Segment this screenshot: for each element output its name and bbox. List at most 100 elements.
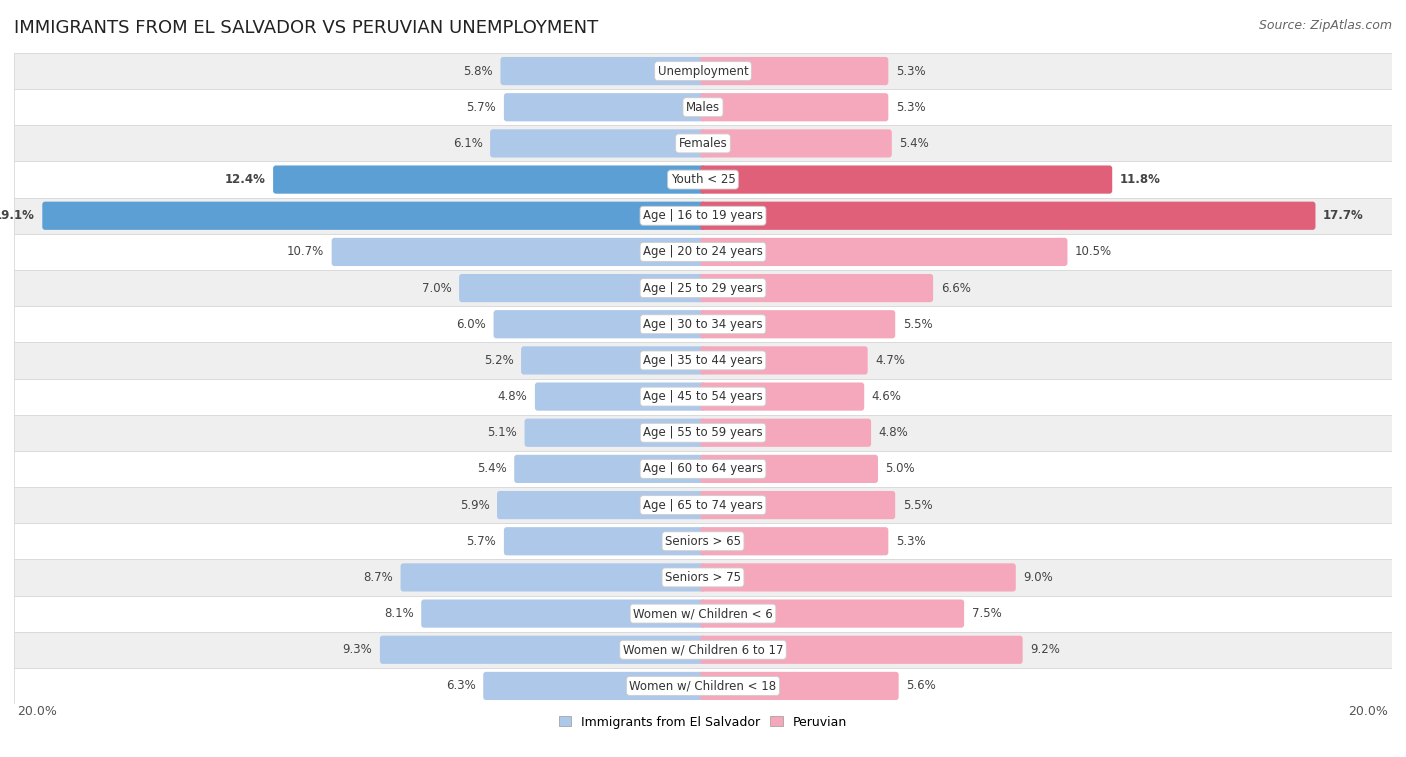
FancyBboxPatch shape: [700, 310, 896, 338]
Bar: [14, 415, 1392, 451]
Text: 7.5%: 7.5%: [972, 607, 1001, 620]
FancyBboxPatch shape: [42, 201, 706, 230]
FancyBboxPatch shape: [515, 455, 706, 483]
Text: 5.8%: 5.8%: [463, 64, 494, 77]
Text: 5.7%: 5.7%: [467, 101, 496, 114]
Text: 6.0%: 6.0%: [456, 318, 486, 331]
Text: 12.4%: 12.4%: [225, 173, 266, 186]
FancyBboxPatch shape: [496, 491, 706, 519]
FancyBboxPatch shape: [524, 419, 706, 447]
FancyBboxPatch shape: [501, 57, 706, 86]
Text: 20.0%: 20.0%: [17, 705, 58, 718]
Bar: [14, 306, 1392, 342]
FancyBboxPatch shape: [332, 238, 706, 266]
Bar: [14, 451, 1392, 487]
Bar: [14, 161, 1392, 198]
FancyBboxPatch shape: [700, 382, 865, 411]
Legend: Immigrants from El Salvador, Peruvian: Immigrants from El Salvador, Peruvian: [554, 711, 852, 734]
Text: 17.7%: 17.7%: [1323, 209, 1364, 223]
FancyBboxPatch shape: [534, 382, 706, 411]
Text: 5.4%: 5.4%: [477, 463, 506, 475]
FancyBboxPatch shape: [700, 346, 868, 375]
Text: 20.0%: 20.0%: [1348, 705, 1389, 718]
Text: 6.6%: 6.6%: [941, 282, 970, 294]
Text: Seniors > 65: Seniors > 65: [665, 534, 741, 548]
Text: 9.2%: 9.2%: [1031, 643, 1060, 656]
FancyBboxPatch shape: [503, 93, 706, 121]
FancyBboxPatch shape: [700, 166, 1112, 194]
Bar: [14, 126, 1392, 161]
FancyBboxPatch shape: [700, 671, 898, 700]
FancyBboxPatch shape: [700, 455, 877, 483]
Text: Age | 55 to 59 years: Age | 55 to 59 years: [643, 426, 763, 439]
FancyBboxPatch shape: [700, 563, 1015, 591]
FancyBboxPatch shape: [700, 129, 891, 157]
Text: 9.3%: 9.3%: [343, 643, 373, 656]
FancyBboxPatch shape: [700, 600, 965, 628]
Bar: [14, 270, 1392, 306]
FancyBboxPatch shape: [380, 636, 706, 664]
FancyBboxPatch shape: [700, 238, 1067, 266]
Text: 9.0%: 9.0%: [1024, 571, 1053, 584]
Text: 6.3%: 6.3%: [446, 680, 475, 693]
Text: Source: ZipAtlas.com: Source: ZipAtlas.com: [1258, 19, 1392, 32]
FancyBboxPatch shape: [700, 274, 934, 302]
Text: 6.1%: 6.1%: [453, 137, 482, 150]
Text: Women w/ Children < 18: Women w/ Children < 18: [630, 680, 776, 693]
Text: 19.1%: 19.1%: [0, 209, 35, 223]
FancyBboxPatch shape: [494, 310, 706, 338]
Text: 5.6%: 5.6%: [907, 680, 936, 693]
Text: IMMIGRANTS FROM EL SALVADOR VS PERUVIAN UNEMPLOYMENT: IMMIGRANTS FROM EL SALVADOR VS PERUVIAN …: [14, 19, 599, 37]
Text: 5.3%: 5.3%: [896, 534, 925, 548]
FancyBboxPatch shape: [273, 166, 706, 194]
FancyBboxPatch shape: [484, 671, 706, 700]
Text: Age | 20 to 24 years: Age | 20 to 24 years: [643, 245, 763, 258]
Text: 5.3%: 5.3%: [896, 64, 925, 77]
FancyBboxPatch shape: [700, 57, 889, 86]
Text: Youth < 25: Youth < 25: [671, 173, 735, 186]
Text: Females: Females: [679, 137, 727, 150]
Text: 5.4%: 5.4%: [900, 137, 929, 150]
Text: Seniors > 75: Seniors > 75: [665, 571, 741, 584]
Text: 11.8%: 11.8%: [1119, 173, 1161, 186]
Bar: [14, 378, 1392, 415]
Bar: [14, 342, 1392, 378]
Text: 5.0%: 5.0%: [886, 463, 915, 475]
FancyBboxPatch shape: [700, 93, 889, 121]
Bar: [14, 89, 1392, 126]
Text: 8.1%: 8.1%: [384, 607, 413, 620]
FancyBboxPatch shape: [700, 419, 872, 447]
Text: Males: Males: [686, 101, 720, 114]
Text: 4.8%: 4.8%: [879, 426, 908, 439]
Text: 10.5%: 10.5%: [1076, 245, 1112, 258]
Text: 7.0%: 7.0%: [422, 282, 451, 294]
FancyBboxPatch shape: [700, 201, 1316, 230]
Text: 4.8%: 4.8%: [498, 390, 527, 403]
Bar: [14, 596, 1392, 631]
Bar: [14, 53, 1392, 89]
FancyBboxPatch shape: [700, 527, 889, 556]
Text: Age | 65 to 74 years: Age | 65 to 74 years: [643, 499, 763, 512]
Bar: [14, 631, 1392, 668]
FancyBboxPatch shape: [491, 129, 706, 157]
Text: Age | 35 to 44 years: Age | 35 to 44 years: [643, 354, 763, 367]
Bar: [14, 523, 1392, 559]
Bar: [14, 234, 1392, 270]
FancyBboxPatch shape: [422, 600, 706, 628]
Bar: [14, 198, 1392, 234]
FancyBboxPatch shape: [503, 527, 706, 556]
Text: Age | 45 to 54 years: Age | 45 to 54 years: [643, 390, 763, 403]
Text: Women w/ Children < 6: Women w/ Children < 6: [633, 607, 773, 620]
Text: 5.5%: 5.5%: [903, 318, 932, 331]
Text: 5.5%: 5.5%: [903, 499, 932, 512]
Text: 5.7%: 5.7%: [467, 534, 496, 548]
Text: 4.6%: 4.6%: [872, 390, 901, 403]
Text: 4.7%: 4.7%: [875, 354, 905, 367]
Text: Unemployment: Unemployment: [658, 64, 748, 77]
Bar: [14, 487, 1392, 523]
FancyBboxPatch shape: [401, 563, 706, 591]
Text: 5.9%: 5.9%: [460, 499, 489, 512]
Text: 8.7%: 8.7%: [363, 571, 392, 584]
Text: 10.7%: 10.7%: [287, 245, 323, 258]
Text: 5.2%: 5.2%: [484, 354, 513, 367]
